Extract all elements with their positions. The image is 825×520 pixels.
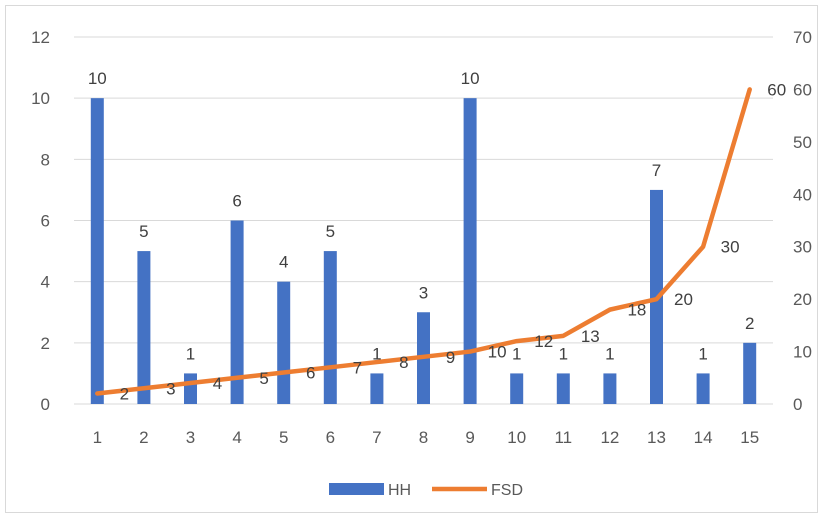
line-data-label: 8 [399, 353, 408, 372]
line-data-label: 12 [534, 332, 553, 351]
x-tick-label: 3 [186, 428, 195, 447]
line-data-label: 10 [488, 343, 507, 362]
y-left-tick-label: 10 [31, 89, 50, 108]
bar-hh [463, 98, 477, 405]
y-right-tick-label: 60 [793, 80, 812, 99]
bar-hh [556, 373, 570, 404]
y-left-tick-label: 8 [41, 150, 50, 169]
x-tick-label: 7 [372, 428, 381, 447]
line-data-label: 5 [259, 369, 268, 388]
line-data-label: 20 [674, 290, 693, 309]
x-tick-label: 11 [554, 428, 572, 447]
y-right-tick-label: 70 [793, 28, 812, 47]
legend-label-fsd: FSD [491, 482, 523, 499]
x-tick-label: 12 [600, 428, 619, 447]
line-data-label: 7 [353, 358, 362, 377]
y-left-tick-label: 12 [31, 28, 50, 47]
bar-data-label: 5 [139, 222, 148, 241]
bar-hh [696, 373, 710, 404]
legend-label-hh: HH [388, 482, 411, 499]
line-data-label: 9 [446, 348, 455, 367]
bar-hh [510, 373, 524, 404]
x-tick-label: 15 [740, 428, 759, 447]
y-left-tick-label: 2 [41, 334, 50, 353]
line-data-label: 2 [120, 385, 129, 404]
bar-hh [230, 220, 244, 404]
bar-hh [137, 251, 151, 404]
bar-data-label: 1 [559, 344, 568, 363]
x-tick-label: 6 [326, 428, 335, 447]
bar-data-label: 3 [419, 283, 428, 302]
bar-data-label: 10 [461, 69, 480, 88]
legend: HH FSD [329, 482, 523, 499]
x-tick-label: 10 [507, 428, 526, 447]
y-right-tick-label: 0 [793, 395, 802, 414]
x-tick-label: 13 [647, 428, 666, 447]
line-data-label: 4 [213, 374, 222, 393]
y-right-tick-label: 20 [793, 290, 812, 309]
line-fsd [95, 87, 752, 396]
bar-hh [743, 342, 757, 404]
bar-hh [603, 373, 617, 404]
x-tick-label: 1 [93, 428, 102, 447]
bar-data-label: 1 [512, 344, 521, 363]
y-right-tick-label: 40 [793, 185, 812, 204]
bar-data-label: 6 [232, 192, 241, 211]
bar-data-label: 1 [605, 344, 614, 363]
bar-data-label: 1 [372, 344, 381, 363]
x-tick-label: 2 [139, 428, 148, 447]
line-series-fsd [95, 87, 752, 396]
line-data-label: 18 [627, 301, 646, 320]
y-right-tick-label: 30 [793, 238, 812, 257]
line-data-label: 30 [721, 238, 740, 257]
bar-hh [370, 373, 384, 404]
bar-data-label: 10 [88, 69, 107, 88]
x-tick-label: 14 [694, 428, 713, 447]
bar-data-label: 4 [279, 253, 288, 272]
bar-data-label: 5 [326, 222, 335, 241]
bar-hh [277, 281, 291, 404]
line-data-label: 13 [581, 327, 600, 346]
bar-data-label: 7 [652, 161, 661, 180]
x-tick-label: 4 [232, 428, 241, 447]
bar-series-hh [90, 98, 757, 405]
line-data-label: 6 [306, 364, 315, 383]
y-left-tick-label: 4 [41, 273, 50, 292]
bar-hh [184, 373, 197, 404]
bar-hh [323, 251, 337, 404]
x-tick-label: 8 [419, 428, 428, 447]
y-left-tick-label: 0 [41, 395, 50, 414]
y-left-tick-label: 6 [41, 212, 50, 231]
bar-hh [90, 98, 104, 405]
x-tick-label: 9 [465, 428, 474, 447]
legend-swatch-hh [329, 483, 384, 495]
bar-data-label: 2 [745, 314, 754, 333]
x-tick-label: 5 [279, 428, 288, 447]
line-data-label: 3 [166, 379, 175, 398]
line-data-label: 60 [767, 80, 786, 99]
bar-data-label: 1 [186, 344, 195, 363]
y-right-tick-label: 50 [793, 133, 812, 152]
bar-data-label: 1 [698, 344, 707, 363]
y-right-tick-label: 10 [793, 343, 812, 362]
